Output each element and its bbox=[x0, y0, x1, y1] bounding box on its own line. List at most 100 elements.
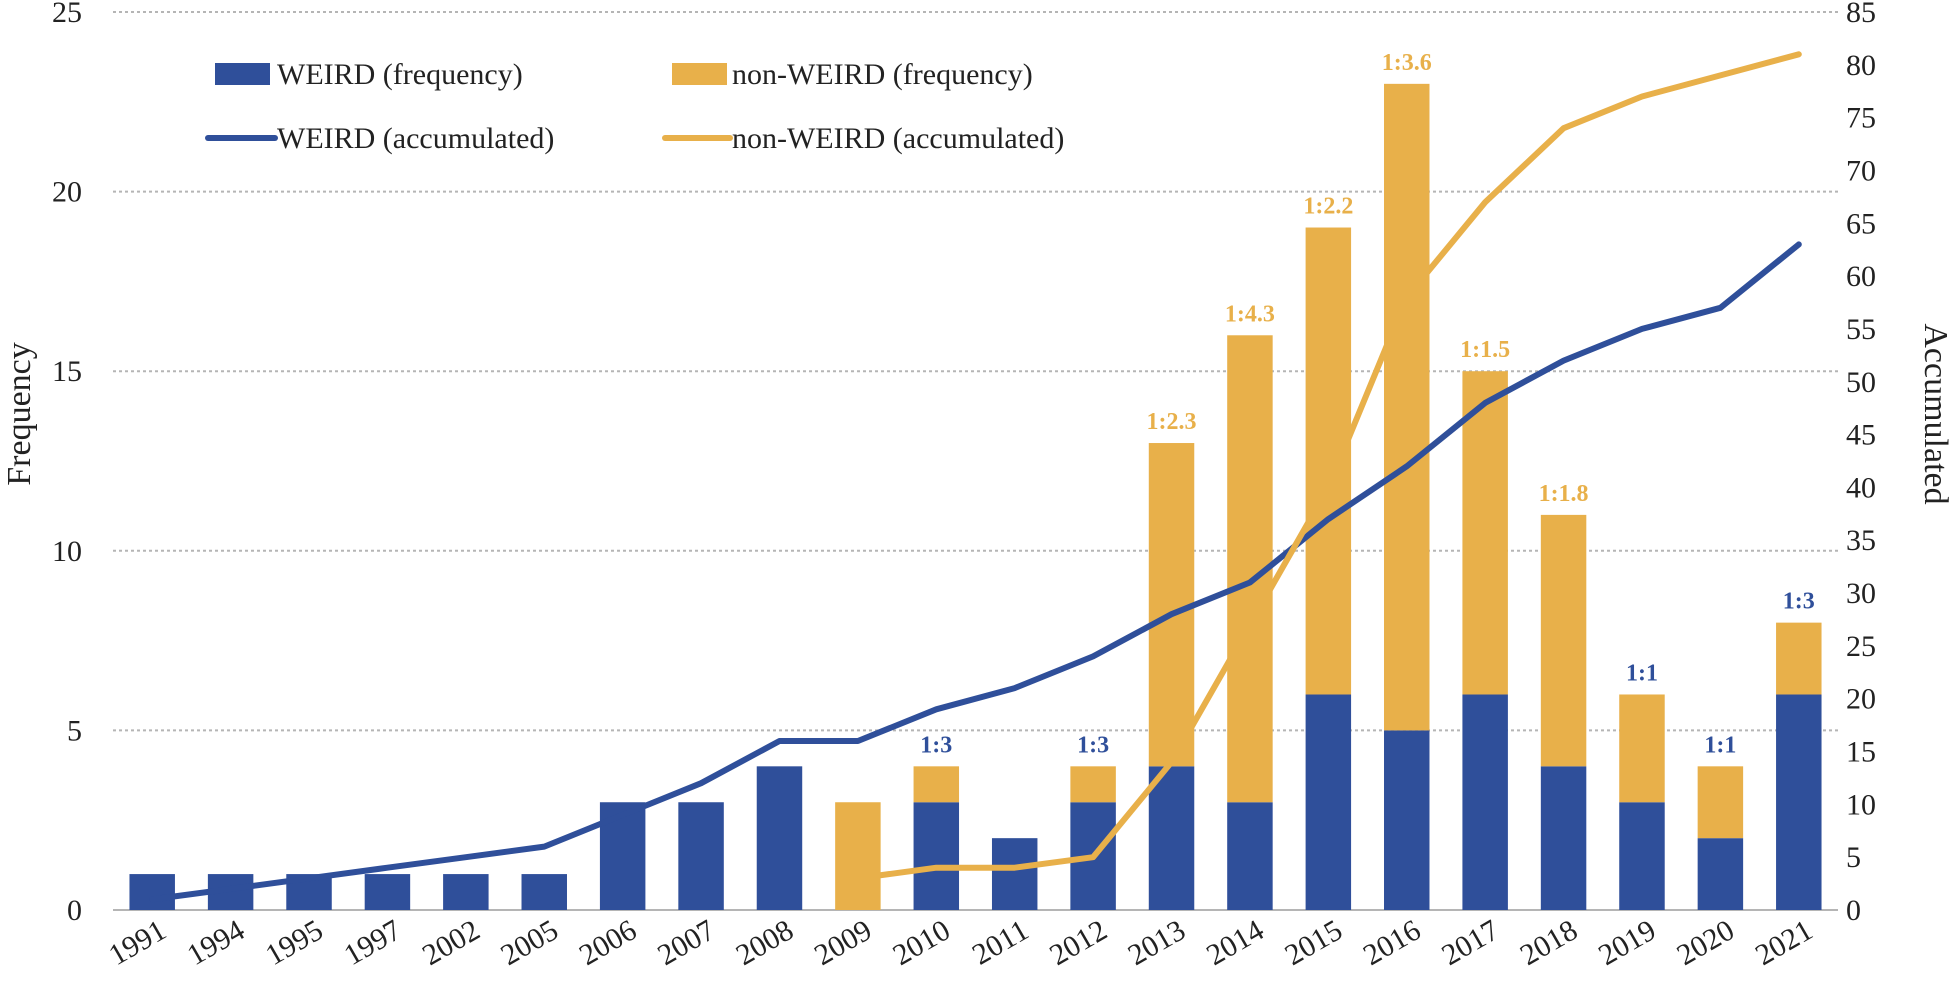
bar-nonweird-2010 bbox=[913, 766, 960, 803]
x-tick-label: 2002 bbox=[417, 913, 485, 972]
x-tick-label: 2011 bbox=[967, 913, 1035, 971]
bar-nonweird-2020 bbox=[1697, 766, 1744, 839]
y2-tick-label: 10 bbox=[1846, 788, 1876, 821]
y2-tick-label: 60 bbox=[1846, 260, 1876, 293]
ratio-label-2016: 1:3.6 bbox=[1382, 50, 1432, 76]
x-tick-label: 2014 bbox=[1201, 913, 1269, 972]
ratio-label-2014: 1:4.3 bbox=[1225, 301, 1275, 327]
y2-tick-label: 5 bbox=[1846, 841, 1861, 874]
y2-tick-label: 80 bbox=[1846, 49, 1876, 82]
legend-swatch-weird-frequency bbox=[215, 63, 270, 85]
bar-weird-1991 bbox=[129, 874, 175, 910]
x-tick-label: 2019 bbox=[1593, 913, 1661, 972]
accumulated-lines bbox=[149, 51, 1802, 903]
line-nonweird-accumulated bbox=[854, 51, 1802, 882]
y2-tick-label: 40 bbox=[1846, 471, 1876, 504]
y-tick-label: 0 bbox=[67, 894, 82, 927]
right-axis-ticks: 0 5 10 15 20 25 30 35 40 45 50 55 60 65 70 75 80 85 bbox=[1846, 0, 1876, 927]
x-tick-label: 1995 bbox=[260, 913, 328, 972]
x-axis-ticks: 1991 1994 1995 1997 2002 2005 2006 2007 2008 2009… bbox=[103, 913, 1818, 972]
legend-label-nonweird-accumulated: non-WEIRD (accumulated) bbox=[732, 122, 1064, 155]
bar-nonweird-2017 bbox=[1462, 371, 1508, 695]
y2-tick-label: 0 bbox=[1846, 894, 1861, 927]
x-tick-label: 2017 bbox=[1436, 913, 1504, 972]
x-tick-label: 2008 bbox=[731, 913, 799, 972]
bar-weird-2005 bbox=[521, 874, 567, 910]
y-tick-label: 25 bbox=[52, 0, 82, 29]
legend-label-weird-accumulated: WEIRD (accumulated) bbox=[277, 122, 554, 155]
y2-tick-label: 70 bbox=[1846, 154, 1876, 187]
right-axis-title: Accumulated bbox=[1917, 323, 1954, 504]
bar-weird-2019 bbox=[1619, 802, 1665, 910]
legend-label-nonweird-frequency: non-WEIRD (frequency) bbox=[732, 58, 1033, 91]
bar-nonweird-2019 bbox=[1619, 694, 1665, 803]
x-tick-label: 2007 bbox=[652, 913, 720, 972]
y-tick-label: 15 bbox=[52, 355, 82, 388]
y2-tick-label: 55 bbox=[1846, 313, 1876, 346]
y2-tick-label: 50 bbox=[1846, 366, 1876, 399]
y2-tick-label: 65 bbox=[1846, 207, 1876, 240]
y-tick-label: 10 bbox=[52, 535, 82, 568]
bar-weird-2014 bbox=[1227, 802, 1273, 910]
bar-weird-2002 bbox=[443, 874, 489, 910]
left-axis-ticks: 0 5 10 15 20 25 bbox=[52, 0, 82, 927]
ratio-label-2015: 1:2.2 bbox=[1303, 194, 1353, 220]
legend: WEIRD (frequency) non-WEIRD (frequency) … bbox=[205, 58, 1064, 155]
bar-weird-2015 bbox=[1305, 694, 1352, 910]
x-tick-label: 1994 bbox=[182, 913, 250, 972]
y2-tick-label: 20 bbox=[1846, 683, 1876, 716]
y-tick-label: 20 bbox=[52, 176, 82, 209]
y2-tick-label: 15 bbox=[1846, 736, 1876, 769]
x-tick-label: 2018 bbox=[1515, 913, 1583, 972]
x-tick-label: 1991 bbox=[103, 913, 171, 972]
y2-tick-label: 75 bbox=[1846, 102, 1876, 135]
legend-label-weird-frequency: WEIRD (frequency) bbox=[277, 58, 523, 91]
bar-weird-2018 bbox=[1540, 766, 1587, 910]
bar-nonweird-2013 bbox=[1148, 443, 1195, 767]
x-tick-label: 2010 bbox=[887, 913, 955, 972]
x-tick-label: 2021 bbox=[1750, 913, 1818, 972]
x-tick-label: 2006 bbox=[574, 913, 642, 972]
bar-nonweird-2021 bbox=[1776, 622, 1822, 695]
bar-weird-2021 bbox=[1776, 694, 1822, 910]
ratio-label-2018: 1:1.8 bbox=[1539, 481, 1589, 507]
y2-tick-label: 35 bbox=[1846, 524, 1876, 557]
x-tick-label: 2015 bbox=[1279, 913, 1347, 972]
bar-weird-2016 bbox=[1384, 730, 1430, 910]
bar-weird-2013 bbox=[1148, 766, 1195, 910]
bar-weird-2008 bbox=[756, 766, 803, 910]
y2-tick-label: 85 bbox=[1846, 0, 1876, 29]
x-tick-label: 1997 bbox=[338, 913, 406, 972]
bar-nonweird-2009 bbox=[835, 802, 881, 910]
left-axis-title: Frequency bbox=[1, 342, 38, 486]
x-tick-label: 2012 bbox=[1044, 913, 1112, 972]
bar-weird-2020 bbox=[1697, 838, 1744, 910]
ratio-label-2010: 1:3 bbox=[920, 732, 952, 758]
bar-weird-1997 bbox=[364, 874, 411, 910]
x-tick-label: 2009 bbox=[809, 913, 877, 972]
ratio-label-2020: 1:1 bbox=[1704, 732, 1736, 758]
ratio-label-2013: 1:2.3 bbox=[1147, 409, 1197, 435]
ratio-label-2021: 1:3 bbox=[1783, 589, 1815, 615]
y-tick-label: 5 bbox=[67, 714, 82, 747]
bar-nonweird-2012 bbox=[1070, 766, 1116, 803]
legend-swatch-nonweird-frequency bbox=[672, 63, 727, 85]
line-weird-accumulated bbox=[149, 241, 1802, 903]
bar-nonweird-2016 bbox=[1384, 83, 1430, 731]
ratio-label-2012: 1:3 bbox=[1077, 732, 1109, 758]
x-tick-label: 2016 bbox=[1358, 913, 1426, 972]
x-tick-label: 2005 bbox=[495, 913, 563, 972]
x-tick-label: 2020 bbox=[1671, 913, 1739, 972]
bar-weird-2007 bbox=[678, 802, 724, 910]
bars bbox=[129, 83, 1822, 910]
ratio-labels: 1:3 1:3 1:2.3 1:4.3 1:2.2 1:3.6 1:1.5 1:1.8 1:1 1… bbox=[920, 50, 1814, 758]
bar-nonweird-2018 bbox=[1540, 514, 1587, 767]
ratio-label-2017: 1:1.5 bbox=[1460, 337, 1510, 363]
bar-weird-2010 bbox=[913, 802, 960, 910]
x-tick-label: 2013 bbox=[1123, 913, 1191, 972]
y2-tick-label: 25 bbox=[1846, 630, 1876, 663]
y2-tick-label: 30 bbox=[1846, 577, 1876, 610]
y2-tick-label: 45 bbox=[1846, 419, 1876, 452]
bar-weird-2011 bbox=[991, 838, 1038, 910]
